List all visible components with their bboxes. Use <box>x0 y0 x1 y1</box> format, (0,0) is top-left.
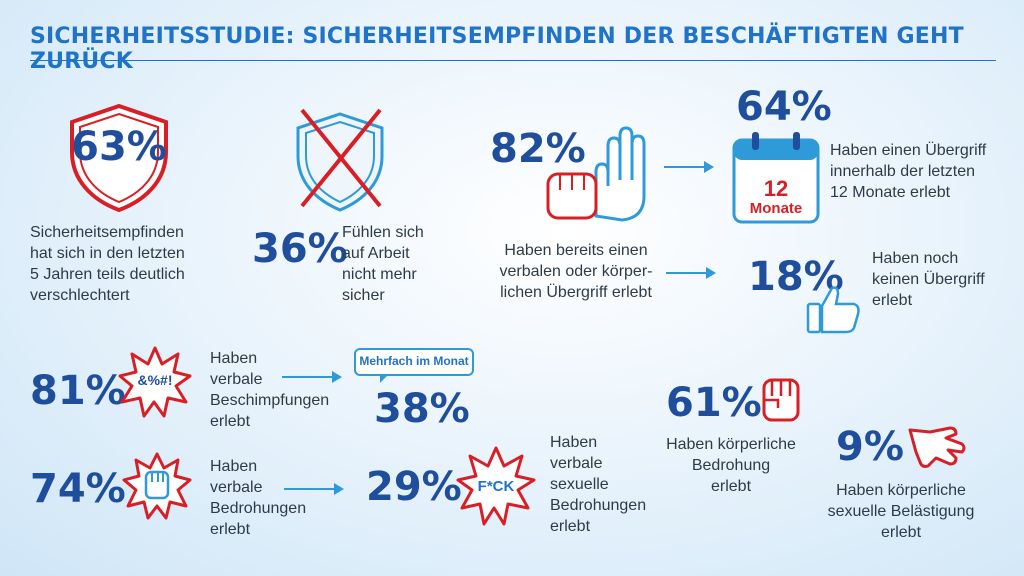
stat-81-line: erlebt <box>210 413 251 430</box>
stat-63-text: Sicherheitsempfinden hat sich in den let… <box>30 222 230 306</box>
stat-64-value: 64% <box>736 84 832 130</box>
stat-81-line: Haben <box>210 350 258 367</box>
stat-63-line: verschlechtert <box>30 287 130 304</box>
title-divider <box>30 60 996 61</box>
arrow-to-64 <box>664 161 714 173</box>
sexual-threat-line: erlebt <box>550 518 591 535</box>
explosion-text-81: &%#! <box>137 372 173 388</box>
sexual-threat-line: Bedrohungen <box>550 497 647 514</box>
stat-61-value: 61% <box>666 380 762 426</box>
shield-icon <box>70 103 168 213</box>
fist-icon <box>762 378 800 422</box>
stat-29-value: 29% <box>366 464 462 510</box>
stat-74-line: erlebt <box>210 521 251 538</box>
stat-63-value: 63% <box>71 124 167 170</box>
calendar-label: Monate <box>749 200 803 217</box>
stat-36-value: 36% <box>252 226 348 272</box>
calendar-number: 12 <box>763 176 789 201</box>
stat-82-text: Haben bereits einen verbalen oder körper… <box>476 240 676 303</box>
sexual-threat-text: Haben verbale sexuelle Bedrohungen erleb… <box>550 432 670 537</box>
shield-crossed-icon <box>296 108 384 212</box>
page-title: SICHERHEITSSTUDIE: SICHERHEITSEMPFINDEN … <box>30 24 964 74</box>
stat-74-line: Bedrohungen <box>210 500 307 517</box>
stat-82-value: 82% <box>490 126 586 172</box>
stat-9-line: Haben körperliche <box>836 482 966 499</box>
stat-9-value: 9% <box>836 424 904 470</box>
stat-18-line: keinen Übergriff <box>872 271 985 288</box>
sexual-threat-line: Haben <box>550 434 598 451</box>
stat-81-value: 81% <box>30 368 126 414</box>
stat-74-value: 74% <box>30 466 126 512</box>
grab-hand-icon <box>908 426 966 468</box>
explosion-icon <box>118 346 192 418</box>
stat-61-line: Haben körperliche <box>666 436 796 453</box>
stat-64-line: innerhalb der letzten <box>830 163 975 180</box>
thumbs-up-icon <box>806 286 860 334</box>
stat-61-line: erlebt <box>710 478 752 495</box>
sexual-threat-line: verbale <box>550 455 603 472</box>
stat-61-text: Haben körperliche Bedrohung erlebt <box>636 434 826 497</box>
stat-64-line: Haben einen Übergriff <box>830 142 987 159</box>
arrow-to-38 <box>282 371 342 383</box>
hands-icon <box>546 126 646 222</box>
stat-9-line: erlebt <box>880 524 922 541</box>
explosion-text-29: F*CK <box>477 478 515 495</box>
arrow-to-18 <box>666 267 716 279</box>
stat-64-text: Haben einen Übergriff innerhalb der letz… <box>830 140 1010 203</box>
explosion-icon <box>456 446 536 526</box>
stat-82-line: Haben bereits einen <box>504 242 648 259</box>
sexual-threat-line: sexuelle <box>550 476 609 493</box>
stat-18-value: 18% <box>748 254 844 300</box>
stat-74-text: Haben verbale Bedrohungen erlebt <box>210 456 330 540</box>
fist-burst-icon <box>122 452 192 520</box>
stat-9-text: Haben körperliche sexuelle Belästigung e… <box>806 480 996 543</box>
stat-38-value: 38% <box>374 386 470 432</box>
speech-bubble-icon: Mehrfach im Monat <box>354 348 474 383</box>
stat-9-line: sexuelle Belästigung <box>827 503 975 520</box>
stat-64-line: 12 Monate erlebt <box>830 184 951 201</box>
stat-36-text: Fühlen sich auf Arbeit nicht mehr sicher <box>342 222 462 306</box>
stat-18-text: Haben noch keinen Übergriff erlebt <box>872 248 1012 311</box>
stat-36-line: auf Arbeit <box>342 245 410 262</box>
stat-82-line: lichen Übergriff erlebt <box>500 284 652 301</box>
stat-61-line: Bedrohung <box>691 457 771 474</box>
stat-74-line: Haben <box>210 458 258 475</box>
stat-63-line: Sicherheitsempfinden <box>30 224 184 241</box>
stat-82-line: verbalen oder körper- <box>499 263 653 280</box>
stat-81-text: Haben verbale Beschimpfungen erlebt <box>210 348 360 432</box>
arrow-to-29 <box>284 483 344 495</box>
stat-81-line: Beschimpfungen <box>210 392 330 409</box>
stat-74-line: verbale <box>210 479 263 496</box>
stat-36-line: sicher <box>342 287 385 304</box>
stat-81-line: verbale <box>210 371 263 388</box>
stat-36-line: nicht mehr <box>342 266 417 283</box>
stat-63-line: 5 Jahren teils deutlich <box>30 266 185 283</box>
stat-36-line: Fühlen sich <box>342 224 424 241</box>
stat-18-line: Haben noch <box>872 250 959 267</box>
calendar-icon <box>732 132 820 224</box>
stat-18-line: erlebt <box>872 292 913 309</box>
stat-63-line: hat sich in den letzten <box>30 245 185 262</box>
